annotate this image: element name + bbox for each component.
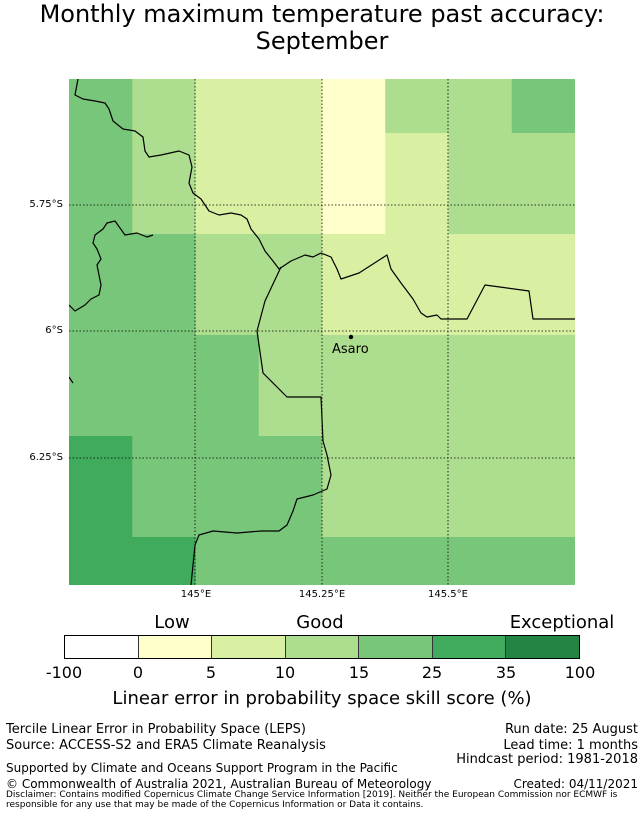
colorbar-tick: 25 bbox=[421, 663, 443, 682]
lat-tick-6-25: 6.25°S bbox=[29, 452, 63, 463]
lat-tick-6: 6°S bbox=[45, 325, 63, 336]
grid-cell bbox=[385, 79, 449, 134]
grid-cell bbox=[258, 537, 323, 585]
grid-cell bbox=[132, 436, 196, 538]
grid-cell bbox=[132, 234, 196, 336]
asaro-label: Asaro bbox=[332, 342, 369, 357]
grid-cell bbox=[385, 335, 449, 437]
colorbar-segment bbox=[506, 636, 580, 658]
footer-support: Supported by Climate and Oceans Support … bbox=[6, 761, 398, 775]
grid-cell bbox=[385, 234, 449, 336]
grid-cell bbox=[132, 537, 196, 585]
colorbar bbox=[64, 635, 580, 659]
footer-source: Source: ACCESS-S2 and ERA5 Climate Reana… bbox=[6, 738, 326, 753]
created-date: Created: 04/11/2021 bbox=[513, 777, 638, 791]
category-exceptional: Exceptional bbox=[509, 612, 615, 633]
grid-cell bbox=[195, 436, 260, 538]
lon-tick-145: 145°E bbox=[180, 589, 212, 600]
grid-cell bbox=[322, 133, 386, 235]
disclaimer: Disclaimer: Contains modified Copernicus… bbox=[6, 790, 618, 810]
grid-cell bbox=[448, 79, 513, 134]
map-title-line-1: Monthly maximum temperature past accurac… bbox=[39, 0, 605, 28]
colorbar-segment bbox=[65, 636, 139, 658]
skill-grid bbox=[69, 79, 575, 585]
skill-map: Asaro bbox=[69, 79, 575, 585]
grid-cell bbox=[132, 79, 196, 134]
grid-cell bbox=[258, 79, 323, 134]
colorbar-tick: 10 bbox=[274, 663, 296, 682]
grid-cell bbox=[322, 335, 386, 437]
run-date: Run date: 25 August bbox=[504, 722, 638, 737]
grid-cell bbox=[511, 436, 575, 538]
grid-cell bbox=[511, 234, 575, 336]
hindcast-period: Hindcast period: 1981-2018 bbox=[456, 752, 638, 767]
colorbar-segment bbox=[359, 636, 433, 658]
grid-cell bbox=[195, 335, 260, 437]
footer-method: Tercile Linear Error in Probability Spac… bbox=[6, 722, 306, 737]
grid-cell bbox=[195, 133, 260, 235]
coastline-north bbox=[74, 79, 575, 320]
colorbar-tick: 15 bbox=[348, 663, 370, 682]
grid-cell bbox=[132, 133, 196, 235]
colorbar-segment bbox=[212, 636, 286, 658]
grid-cell bbox=[448, 436, 513, 538]
colorbar-segment bbox=[285, 636, 360, 658]
colorbar-tick: 35 bbox=[495, 663, 517, 682]
asaro-marker bbox=[348, 334, 354, 340]
colorbar-segment bbox=[138, 636, 213, 658]
grid-cell bbox=[69, 335, 133, 437]
grid-cell bbox=[69, 79, 133, 134]
grid-cell bbox=[448, 537, 513, 585]
grid-cell bbox=[69, 436, 133, 538]
border bbox=[190, 266, 332, 585]
map-title-line-2: September bbox=[255, 27, 389, 55]
grid-cell bbox=[511, 335, 575, 437]
colorbar-tick: 5 bbox=[205, 663, 217, 682]
grid-cell bbox=[385, 133, 449, 235]
grid-cell bbox=[258, 133, 323, 235]
grid-cell bbox=[385, 537, 449, 585]
coastline-stub bbox=[69, 376, 74, 384]
grid-cell bbox=[322, 234, 386, 336]
category-good: Good bbox=[296, 612, 344, 633]
colorbar-tick: 0 bbox=[132, 663, 144, 682]
grid-cell bbox=[322, 79, 386, 134]
grid-cell bbox=[258, 234, 323, 336]
lead-time: Lead time: 1 months bbox=[503, 738, 638, 753]
grid-cell bbox=[195, 537, 260, 585]
lon-tick-145-25: 145.25°E bbox=[298, 589, 346, 600]
grid-cell bbox=[195, 79, 260, 134]
grid-cell bbox=[448, 335, 513, 437]
grid-cell bbox=[511, 133, 575, 235]
grid-cell bbox=[448, 133, 513, 235]
grid-cell bbox=[322, 436, 386, 538]
colorbar-tick: 100 bbox=[564, 663, 596, 682]
grid-cell bbox=[132, 335, 196, 437]
colorbar-segment bbox=[432, 636, 507, 658]
colorbar-tick: -100 bbox=[45, 663, 83, 682]
lat-tick-5-75: 5.75°S bbox=[29, 199, 63, 210]
grid-cell bbox=[448, 234, 513, 336]
lon-tick-145-5: 145.5°E bbox=[428, 589, 468, 600]
grid-cell bbox=[69, 537, 133, 585]
coastline-west bbox=[69, 220, 154, 312]
grid-cell bbox=[511, 537, 575, 585]
grid-cell bbox=[322, 537, 386, 585]
grid-cell bbox=[258, 335, 323, 437]
colorbar-label: Linear error in probability space skill … bbox=[112, 688, 532, 709]
boundaries bbox=[69, 79, 575, 585]
footer-copyright: © Commonwealth of Australia 2021, Austra… bbox=[6, 777, 432, 791]
grid-cell bbox=[258, 436, 323, 538]
grid-cell bbox=[69, 133, 133, 235]
grid-cell bbox=[195, 234, 260, 336]
category-low: Low bbox=[154, 612, 190, 633]
grid-cell bbox=[385, 436, 449, 538]
gridlines bbox=[69, 79, 575, 585]
grid-cell bbox=[511, 79, 575, 134]
